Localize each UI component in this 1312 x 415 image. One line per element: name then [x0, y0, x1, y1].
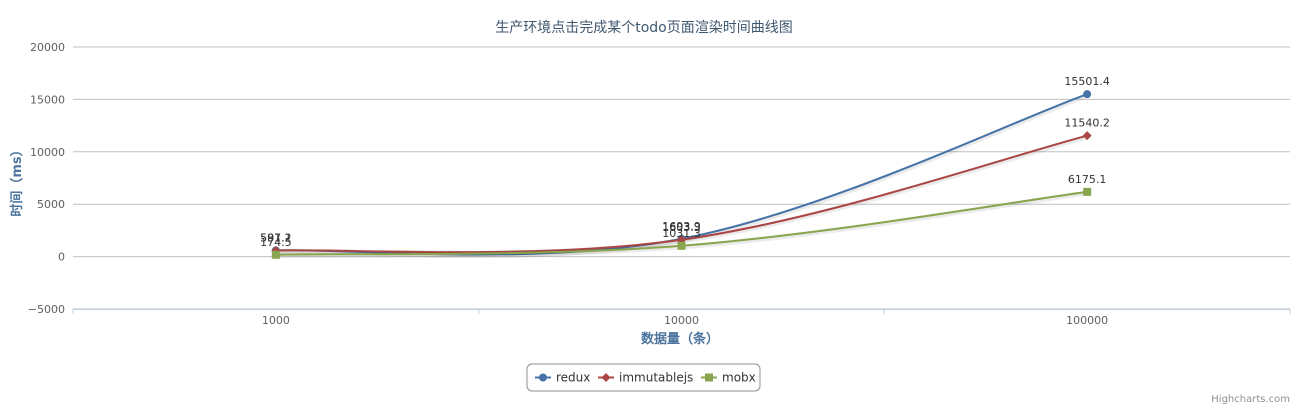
legend-marker-symbol[interactable]	[539, 373, 547, 382]
legend[interactable]: redux immutablejs mobx	[526, 363, 761, 392]
data-point-marker[interactable]	[1083, 187, 1092, 196]
legend-label: redux	[556, 371, 590, 385]
data-label: 581.1	[260, 232, 292, 245]
series-mobx: 174.5 1031.3 6175.1	[260, 173, 1106, 259]
data-label: 1693.9	[662, 220, 701, 233]
data-point-marker[interactable]	[1082, 131, 1092, 141]
data-point-marker[interactable]	[1083, 90, 1092, 99]
legend-marker-symbol[interactable]	[705, 373, 713, 382]
legend-item-mobx[interactable]: mobx	[701, 371, 756, 385]
x-tick-label: 100000	[1066, 314, 1108, 327]
y-tick-label: 5000	[37, 198, 65, 211]
legend-item-immutablejs[interactable]: immutablejs	[598, 371, 693, 385]
legend-label: immutablejs	[619, 371, 693, 385]
data-label: 15501.4	[1064, 75, 1110, 88]
y-axis-title: 时间（ms）	[9, 143, 25, 216]
data-label: 1603.3	[662, 221, 701, 234]
x-axis: 1000 10000 100000	[72, 309, 1291, 327]
data-label: 597.2	[260, 231, 292, 244]
data-label: 1031.3	[662, 227, 701, 240]
credits-link[interactable]: Highcharts.com	[1211, 394, 1290, 405]
series-immutablejs: 581.1 1603.3 11540.2	[260, 117, 1110, 256]
data-point-marker[interactable]	[271, 250, 280, 259]
x-tick-label: 10000	[664, 314, 699, 327]
data-point-marker[interactable]	[677, 241, 686, 250]
data-label: 11540.2	[1064, 117, 1110, 130]
legend-marker-symbol[interactable]	[601, 373, 611, 382]
y-tick-label: 0	[58, 251, 65, 264]
x-tick-label: 1000	[262, 314, 290, 327]
series-lines: 597.2 1693.9 15501.4 581.1 1603.3 11540.2 174.…	[260, 75, 1110, 259]
data-label: 6175.1	[1068, 173, 1107, 186]
y-axis-ticks: −5000 0 5000 10000 15000 20000	[28, 41, 65, 316]
y-tick-label: 20000	[30, 41, 65, 54]
y-tick-label: 10000	[30, 146, 65, 159]
data-label: 174.5	[260, 236, 292, 249]
chart-title: 生产环境点击完成某个todo页面渲染时间曲线图	[495, 20, 793, 36]
y-tick-label: 15000	[30, 93, 65, 106]
legend-label: mobx	[722, 371, 756, 385]
x-axis-title: 数据量（条）	[641, 331, 719, 347]
legend-box	[526, 363, 761, 392]
legend-item-redux[interactable]: redux	[535, 371, 590, 385]
y-tick-label: −5000	[28, 303, 65, 316]
